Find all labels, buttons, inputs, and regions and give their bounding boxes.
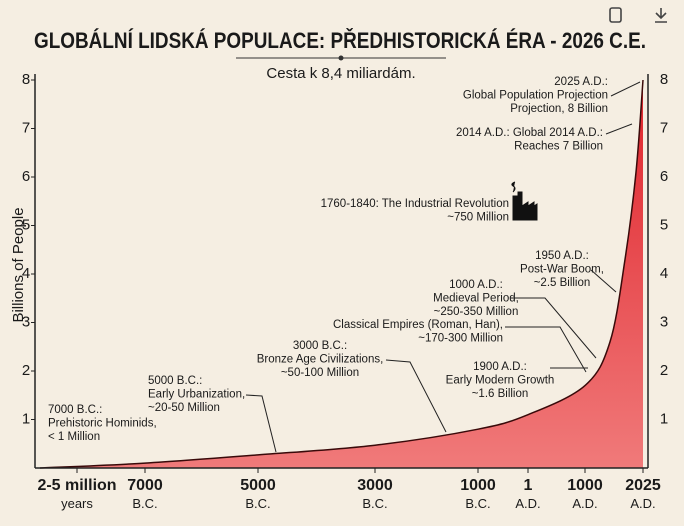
chart-subtitle: Cesta k 8,4 miliardám.: [266, 65, 415, 82]
chart-title: GLOBÁLNÍ LIDSKÁ POPULACE: PŘEDHISTORICKÁ…: [34, 28, 646, 53]
annotation: ~250-350 Million: [434, 306, 519, 318]
y-tick-label: 1: [22, 410, 30, 427]
y-tick-label-right: 6: [660, 168, 668, 185]
annotation-leader: [245, 394, 277, 453]
annotation: ~2.5 Billion: [534, 277, 591, 289]
y-axis-label: Billions of People: [10, 207, 27, 322]
annotation: Classical Empires (Roman, Han),: [333, 319, 503, 331]
y-tick-label-right: 1: [660, 410, 668, 427]
x-tick-label: 1000 B.C.: [460, 477, 496, 511]
y-tick-label-right: 8: [660, 71, 668, 88]
x-tick-label: 1000 A.D.: [567, 477, 603, 511]
y-tick-label-right: 4: [660, 265, 668, 282]
annotation-leader: [385, 359, 447, 433]
y-tick-label: 4: [22, 265, 30, 282]
annotation: 1760-1840: The Industrial Revolution: [321, 198, 509, 210]
x-tick-label: 1 A.D.: [515, 477, 540, 511]
y-tick-label: 3: [22, 313, 30, 330]
x-tick-label: 2025 A.D.: [625, 477, 661, 511]
annotation: Projection, 8 Billion: [510, 103, 608, 115]
copy-button[interactable]: [609, 7, 622, 23]
title-rule-dot: [338, 55, 344, 61]
annotation-leader: [610, 81, 641, 97]
annotation: 5000 B.C.:: [148, 375, 202, 387]
factory-icon: [511, 181, 538, 221]
annotation: ~1.6 Billion: [472, 388, 529, 400]
x-tick-label: 5000 B.C.: [240, 477, 276, 511]
annotation: Early Urbanization,: [148, 389, 245, 401]
y-tick-label-right: 5: [660, 216, 668, 233]
y-tick-label: 2: [22, 362, 30, 379]
annotation: ~170-300 Million: [418, 333, 503, 345]
y-tick-label: 7: [22, 119, 30, 136]
annotation: Post-War Boom,: [520, 264, 604, 276]
annotation: 1000 A.D.:: [449, 279, 503, 291]
annotation-leader: [505, 326, 587, 373]
download-button[interactable]: [655, 8, 667, 23]
toolbar: [609, 7, 667, 23]
annotation: ~50-100 Million: [281, 367, 359, 379]
annotation: Medieval Period,: [433, 293, 519, 305]
y-tick-label: 5: [22, 216, 30, 233]
x-tick-label: 7000 B.C.: [127, 477, 163, 511]
y-tick-label-right: 3: [660, 313, 668, 330]
annotation-leader: [590, 269, 617, 293]
annotation: Early Modern Growth: [446, 375, 555, 387]
annotation: Reaches 7 Billion: [514, 141, 603, 153]
annotation: < 1 Million: [48, 431, 100, 443]
area-outline: [39, 79, 644, 469]
y-tick-label: 8: [22, 71, 30, 88]
x-tick-label: 2-5 million years: [37, 477, 116, 511]
annotation: Bronze Age Civilizations,: [257, 354, 384, 366]
annotation-leader: [605, 123, 633, 135]
y-tick-label-right: 2: [660, 362, 668, 379]
y-tick-label-right: 7: [660, 119, 668, 136]
annotation: 7000 B.C.:: [48, 404, 102, 416]
annotation: Global Population Projection: [463, 90, 608, 102]
x-tick-label: 3000 B.C.: [357, 477, 393, 511]
annotation: ~20-50 Million: [148, 402, 220, 414]
annotation: Prehistoric Hominids,: [48, 418, 157, 430]
annotation: 1900 A.D.:: [473, 361, 527, 373]
annotation: 2025 A.D.:: [554, 76, 608, 88]
y-tick-label: 6: [22, 168, 30, 185]
annotation: ~750 Million: [447, 212, 509, 224]
annotation: 3000 B.C.:: [293, 340, 347, 352]
annotation: 1950 A.D.:: [535, 250, 589, 262]
area: [40, 80, 643, 468]
annotation: 2014 A.D.: Global 2014 A.D.:: [456, 127, 603, 139]
annotation-leader: [510, 297, 597, 359]
